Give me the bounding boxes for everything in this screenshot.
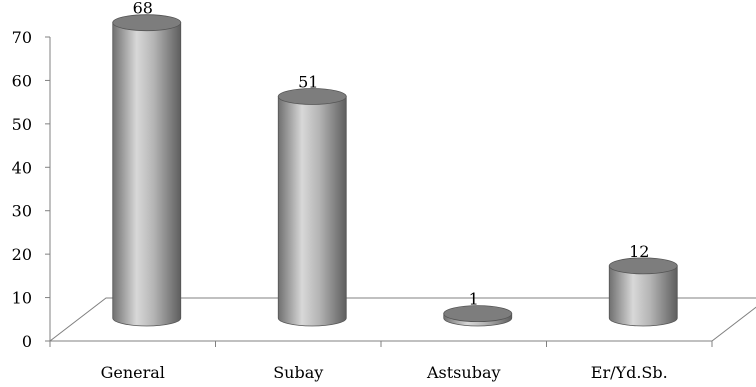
bar-subay: 51 bbox=[277, 73, 347, 327]
x-category-label: General bbox=[101, 363, 165, 382]
bar-er-yd-sb-: 12 bbox=[608, 242, 678, 327]
data-label: 1 bbox=[469, 290, 479, 309]
bar-body bbox=[112, 22, 182, 327]
chart-bars: 68 51 1 12 bbox=[112, 0, 678, 327]
x-category-label: Er/Yd.Sb. bbox=[591, 363, 668, 382]
y-tick-label: 40 bbox=[12, 158, 32, 177]
x-category-label: Astsubay bbox=[426, 363, 501, 382]
y-tick-label: 20 bbox=[12, 245, 32, 264]
bar-top bbox=[443, 305, 513, 323]
bar-astsubay: 1 bbox=[443, 290, 513, 327]
y-tick-label: 60 bbox=[12, 71, 32, 90]
bar-top bbox=[277, 88, 347, 105]
data-label: 51 bbox=[298, 73, 318, 92]
x-axis-labels: General Subay Astsubay Er/Yd.Sb. bbox=[49, 341, 713, 382]
y-tick-label: 10 bbox=[12, 289, 32, 308]
y-axis-ticks: 0 10 20 30 40 50 60 70 bbox=[12, 28, 50, 351]
bar-top bbox=[608, 257, 678, 275]
y-tick-label: 30 bbox=[12, 202, 32, 221]
y-tick-label: 70 bbox=[12, 28, 32, 47]
bar-body bbox=[608, 265, 678, 327]
y-tick-label: 0 bbox=[22, 332, 32, 351]
data-label: 12 bbox=[629, 242, 649, 261]
data-label: 68 bbox=[133, 0, 153, 18]
bar-body bbox=[277, 96, 347, 327]
bar-general: 68 bbox=[112, 0, 182, 327]
y-tick-label: 50 bbox=[12, 115, 32, 134]
bar-top bbox=[112, 14, 182, 32]
x-category-label: Subay bbox=[273, 363, 323, 382]
